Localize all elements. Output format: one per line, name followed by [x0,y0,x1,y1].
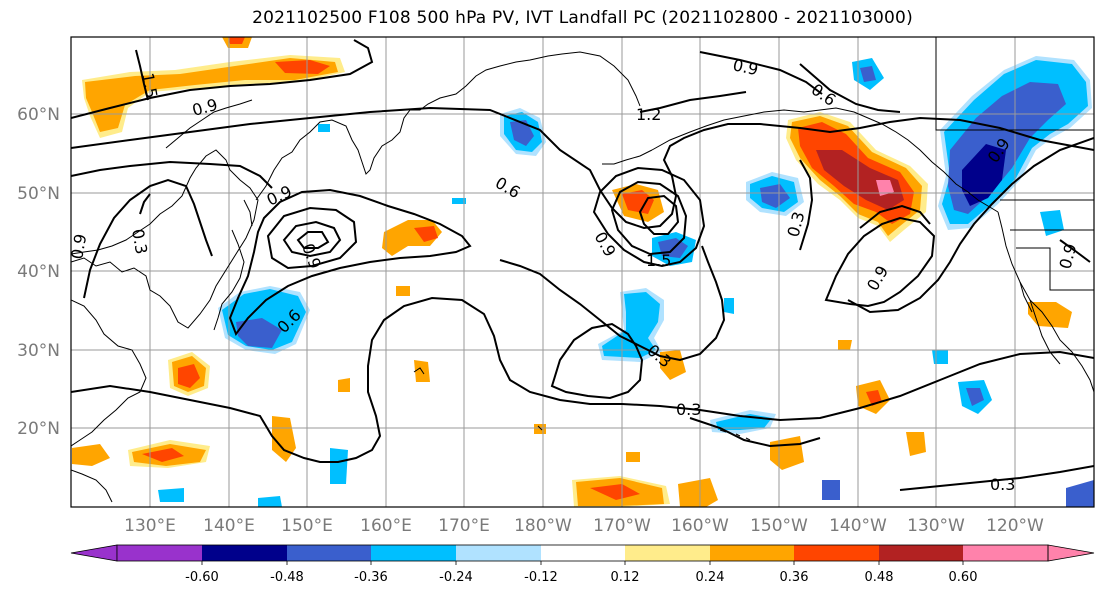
lat-label-60n: 60°N [17,105,60,125]
colorbar-tick-label: -0.12 [524,570,558,585]
longitude-labels: 130°E 140°E 150°E 160°E 170°E 180°W 170°… [124,516,1044,536]
contour-label: 0.9 [591,229,620,261]
colorbar-tick-label: -0.48 [270,570,304,585]
pv-contours [71,39,1094,491]
colorbar-tick-label: 0.48 [865,570,894,585]
lon-label: 140°W [829,516,887,536]
colorbar-bin [963,545,1048,561]
latitude-labels: 60°N 50°N 40°N 30°N 20°N [17,105,60,439]
contour-label: 0.3 [676,400,701,419]
lat-label-20n: 20°N [17,419,60,439]
contour-label: 0.3 [128,227,151,255]
lon-label: 140°E [203,516,255,536]
lon-label: 170°W [593,516,651,536]
colorbar-bin [287,545,371,561]
colorbar-tick-label: 0.60 [949,570,978,585]
contour-label: 0.6 [808,80,840,110]
contour-label: 0.6 [492,173,524,202]
lon-label: 150°E [281,516,333,536]
colorbar-bin [202,545,287,561]
contour-label: 0.9 [264,182,295,210]
colorbar-extend-low [70,544,118,562]
contour-label: 0.9 [863,262,892,294]
contour-label: 0.9 [190,95,220,120]
colorbar-extend-high [1047,544,1095,562]
lon-label: 120°W [986,516,1044,536]
lon-label: 160°W [671,516,729,536]
colorbar-tick-label: 0.24 [696,570,725,585]
colorbar-bin [794,545,879,561]
colorbar-bin [117,545,202,561]
contour-label: 0.9 [67,232,90,260]
contour-label: 0.3 [990,475,1015,494]
contour-label: 1.5 [138,71,161,99]
contour-label: 0.9 [1056,242,1081,272]
contour-label: 0.9 [731,55,760,79]
colorbar-bin [625,545,710,561]
colorbar-tick-label: 0.36 [780,570,809,585]
colorbar-bin [541,545,625,561]
lon-label: 150°W [750,516,808,536]
contour-label: 1.5 [646,251,671,270]
colorbar-bin [879,545,963,561]
colorbar-tick-label: -0.36 [354,570,388,585]
lon-label: 130°E [124,516,176,536]
map-frame [70,36,1095,508]
lon-label: 170°E [438,516,490,536]
colorbar-bin [456,545,541,561]
lat-label-30n: 30°N [17,341,60,361]
map-title: 2021102500 F108 500 hPa PV, IVT Landfall… [252,8,913,28]
colorbar-tick-label: -0.60 [185,570,219,585]
graticule [71,37,1094,507]
lon-label: 160°E [360,516,412,536]
lon-label: 180°W [514,516,572,536]
coastlines [71,37,1094,503]
colorbar-bin [710,545,794,561]
colorbar-tick-label: 0.12 [611,570,640,585]
lat-label-40n: 40°N [17,262,60,282]
colorbar: -0.60 -0.48 -0.36 -0.24 -0.12 0.12 0.24 … [70,544,1095,585]
contour-label: 1.2 [636,105,661,124]
lat-label-50n: 50°N [17,184,60,204]
colorbar-bin [371,545,456,561]
colorbar-tick-label: -0.24 [439,570,473,585]
lon-label: 130°W [907,516,965,536]
